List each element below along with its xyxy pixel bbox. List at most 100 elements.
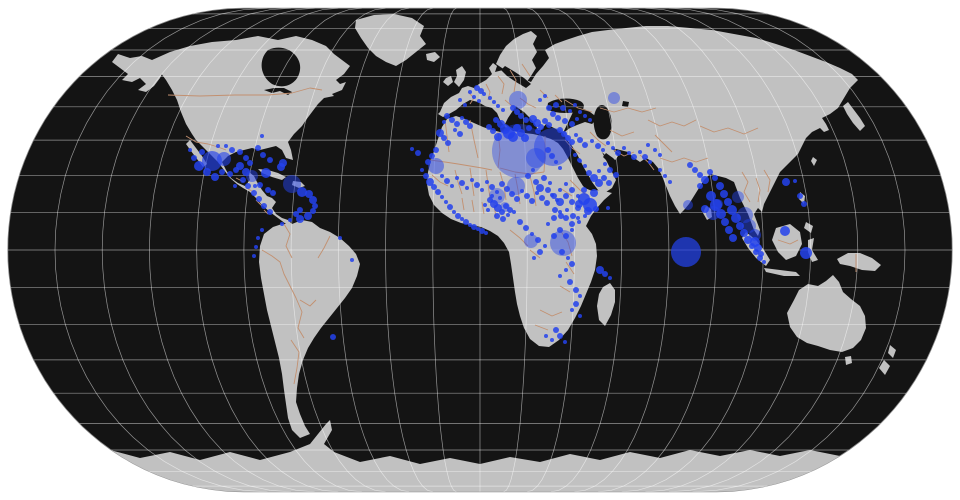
data-point-circle	[441, 135, 447, 141]
data-point-circle	[460, 116, 464, 120]
data-point-circle	[489, 184, 495, 190]
data-point-circle	[532, 256, 536, 260]
data-point-circle	[216, 144, 220, 148]
data-point-circle	[236, 162, 244, 170]
data-point-circle	[526, 148, 546, 168]
country-border	[299, 235, 331, 307]
data-point-circle	[549, 153, 555, 159]
data-point-circle	[569, 121, 575, 127]
data-point-circle	[507, 207, 513, 213]
country-border	[431, 169, 463, 195]
data-point-circle	[270, 190, 276, 196]
country-border	[741, 169, 771, 203]
data-point-circle	[468, 223, 472, 227]
data-point-circle	[753, 249, 759, 255]
data-point-circle	[716, 182, 724, 190]
country-border	[461, 197, 497, 219]
data-point-circle	[261, 168, 271, 178]
data-point-circle	[478, 88, 484, 94]
data-point-circle	[697, 183, 703, 189]
data-point-circle	[465, 186, 469, 190]
data-point-circle	[596, 266, 604, 274]
data-point-circle	[524, 234, 538, 248]
country-border	[504, 63, 549, 109]
data-point-circle	[558, 166, 562, 170]
country-border	[185, 135, 227, 151]
data-point-circle	[563, 215, 569, 221]
data-point-circle	[593, 206, 599, 212]
data-point-circle	[495, 190, 499, 194]
data-point-circle	[564, 182, 568, 186]
data-point-circle	[570, 308, 574, 312]
country-border	[609, 129, 673, 153]
data-point-circle	[573, 301, 579, 307]
data-point-circle	[573, 153, 577, 157]
data-point-circle	[454, 121, 460, 127]
data-point-circle	[242, 168, 250, 176]
data-point-circle	[782, 178, 790, 186]
data-point-circle	[576, 216, 580, 220]
data-point-circle	[567, 279, 573, 285]
data-point-circle	[479, 228, 485, 234]
data-point-circle	[501, 108, 505, 112]
data-point-circle	[583, 214, 587, 218]
land-shape	[597, 283, 615, 326]
data-point-circle	[240, 177, 246, 183]
data-point-circle	[420, 168, 424, 172]
data-point-circle	[265, 187, 271, 193]
data-point-circle	[561, 131, 567, 137]
data-point-circle	[558, 274, 562, 278]
data-point-circle	[267, 157, 273, 163]
data-point-circle	[251, 190, 257, 196]
data-point-circle	[199, 149, 205, 155]
data-point-circle	[217, 152, 231, 166]
data-point-circle	[565, 208, 569, 212]
data-point-circle	[243, 155, 249, 161]
country-border	[559, 229, 575, 293]
data-point-circle	[455, 213, 461, 219]
data-point-circle	[444, 113, 450, 119]
data-point-circle	[597, 169, 601, 173]
data-point-circle	[490, 128, 496, 134]
data-point-circle	[484, 231, 488, 235]
data-point-circle	[536, 184, 544, 192]
land-shape	[7, 420, 953, 492]
data-point-circle	[608, 276, 612, 280]
data-point-circle	[514, 196, 520, 202]
graticule-meridian	[527, 8, 575, 492]
country-border	[647, 119, 697, 127]
data-point-circle	[569, 261, 575, 267]
data-point-circle	[544, 200, 550, 206]
data-point-circle	[494, 213, 500, 219]
data-point-circle	[440, 174, 444, 178]
land-shape	[834, 84, 840, 102]
data-point-circle	[706, 191, 716, 201]
graticule-meridian	[598, 8, 717, 492]
data-point-circle	[523, 117, 529, 123]
data-point-circle	[557, 127, 563, 133]
data-point-circle	[431, 184, 437, 190]
country-border	[699, 125, 759, 135]
lake-shape	[622, 101, 629, 107]
data-point-circle	[744, 236, 752, 244]
data-point-circle	[562, 118, 568, 124]
data-point-circle	[569, 199, 575, 205]
data-point-circle	[296, 215, 304, 223]
data-point-circle	[564, 268, 568, 272]
land-shape	[186, 140, 207, 167]
data-point-circle	[257, 182, 263, 188]
data-point-circle	[603, 162, 607, 166]
data-point-circle	[725, 226, 733, 234]
data-point-circle	[293, 211, 299, 217]
data-point-circle	[622, 146, 626, 150]
data-point-circle	[611, 146, 615, 150]
data-point-circle	[546, 105, 552, 111]
data-point-circle	[555, 115, 561, 121]
data-point-circle	[509, 191, 515, 197]
data-point-circle	[578, 110, 582, 114]
data-point-circle	[557, 227, 563, 233]
data-point-circle	[543, 94, 547, 98]
land-shape	[879, 360, 890, 375]
data-point-circle	[486, 208, 490, 212]
data-point-circle	[608, 92, 620, 104]
